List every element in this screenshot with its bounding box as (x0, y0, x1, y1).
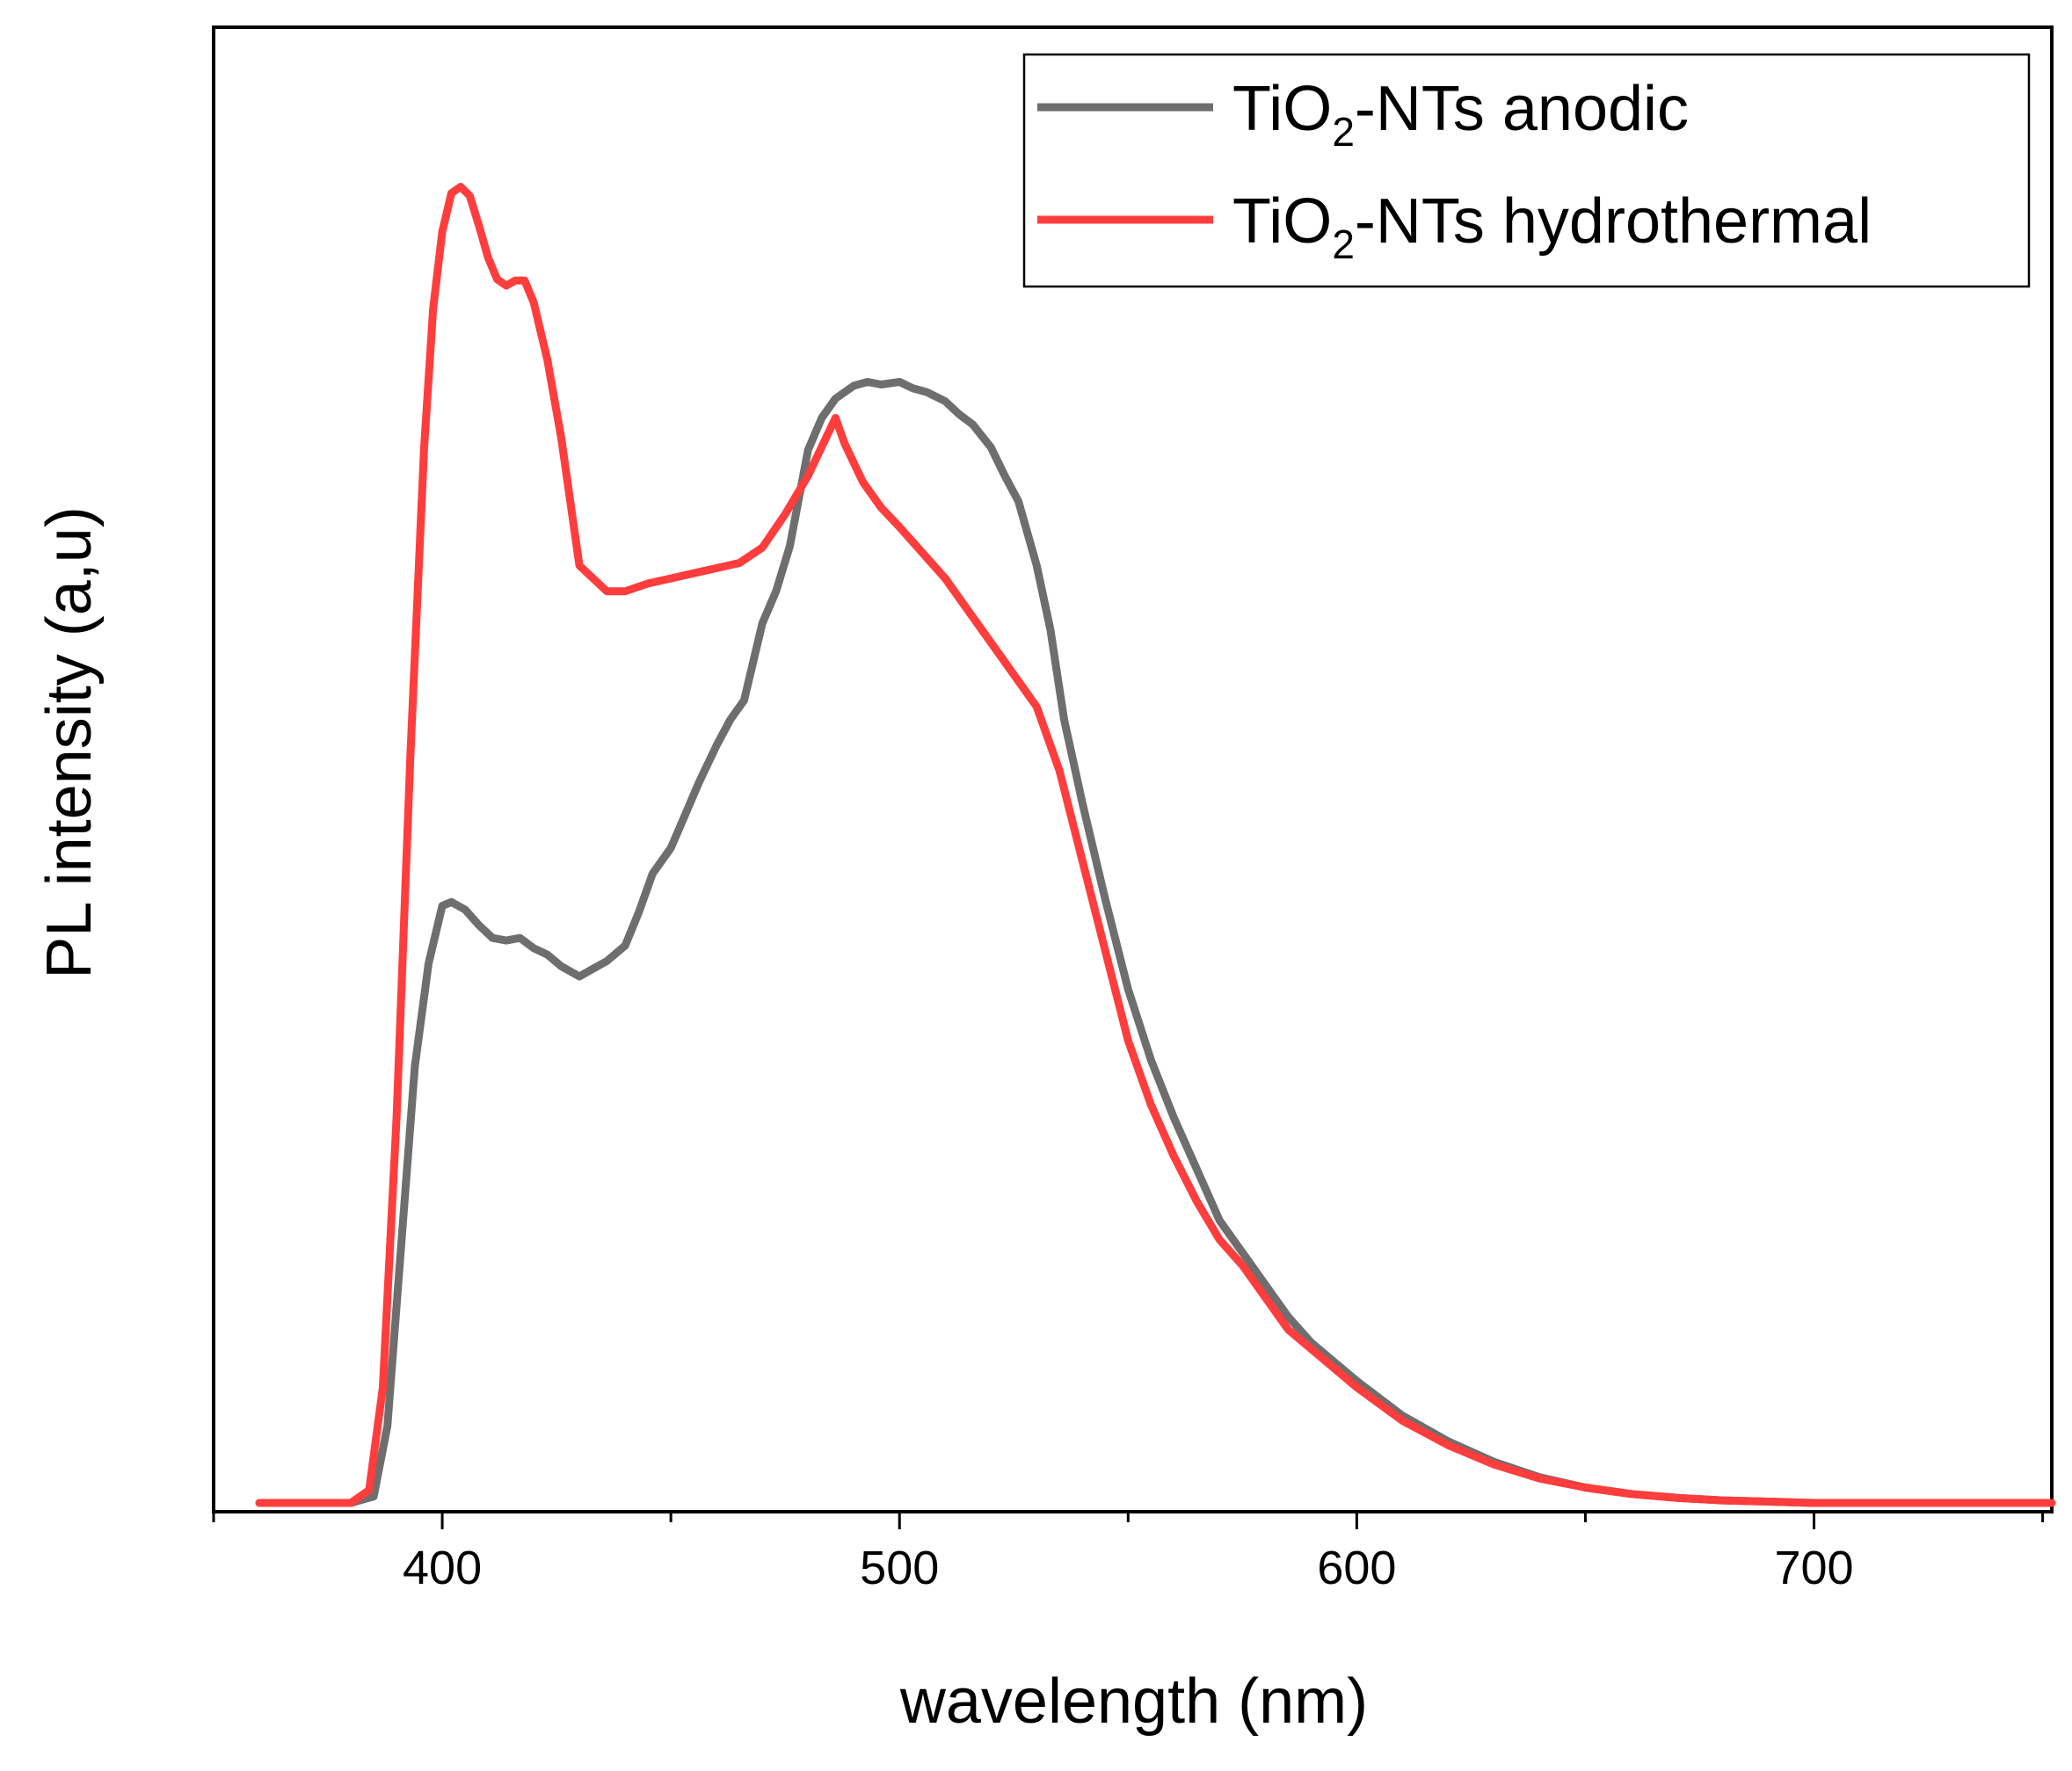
series-layer (255, 183, 2056, 1507)
legend-box (1022, 53, 2031, 288)
x-axis-title: wavelength (nm) (899, 1666, 1368, 1737)
plot-area-frame (212, 25, 2054, 1513)
legend-label-anodic: TiO2-NTs anodic (1232, 74, 1689, 155)
x-axis: 400 500 600 700 (212, 1512, 2045, 1594)
x-tick-label: 700 (1774, 1542, 1853, 1594)
series-line-hydrothermal (255, 183, 2056, 1507)
legend-label-hydrothermal: TiO2-NTs hydrothermal (1232, 186, 1872, 267)
legend: TiO2-NTs anodic TiO2-NTs hydrothermal (1022, 53, 2031, 288)
x-tick-label: 600 (1317, 1542, 1396, 1594)
x-tick-label: 500 (860, 1542, 939, 1594)
series-line-anodic (255, 378, 2056, 1507)
x-tick-label: 400 (403, 1542, 482, 1594)
y-axis-title: PL intensity (a,u) (34, 506, 105, 979)
